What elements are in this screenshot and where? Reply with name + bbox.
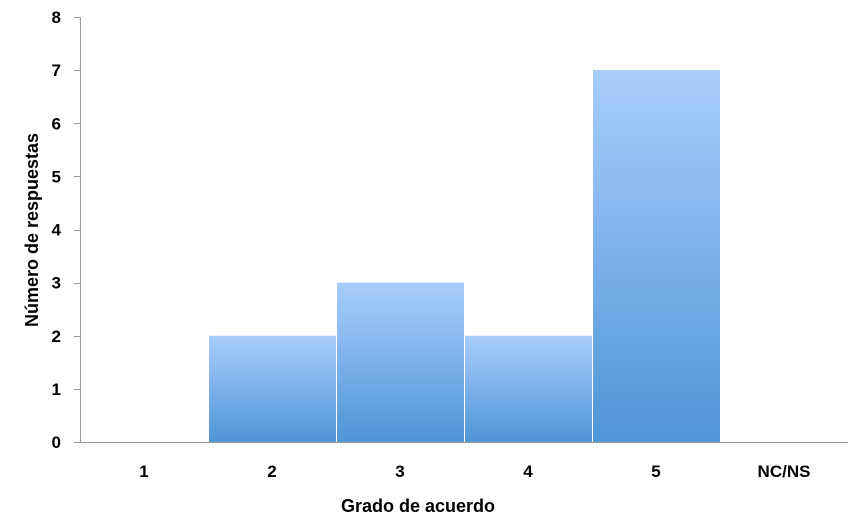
y-tick-label: 2 [52, 327, 61, 346]
x-tick-label: 4 [523, 462, 533, 481]
x-tick-label: NC/NS [758, 462, 811, 481]
bars-layer [209, 70, 720, 442]
x-tick-labels: 1 2 3 4 5 NC/NS [139, 462, 810, 481]
bar-5 [593, 70, 720, 442]
y-tick-label: 0 [52, 433, 61, 452]
bar-3 [337, 282, 464, 442]
y-tick-label: 7 [52, 61, 61, 80]
bar-2 [209, 335, 336, 442]
y-tick-label: 6 [52, 114, 61, 133]
y-tick-label: 1 [52, 380, 61, 399]
x-tick-label: 3 [395, 462, 404, 481]
y-tick-label: 3 [52, 274, 61, 293]
bar-4 [465, 335, 592, 442]
y-tick-label: 5 [52, 167, 61, 186]
y-tick-label: 4 [52, 221, 62, 240]
y-tick-labels: 0 1 2 3 4 5 6 7 8 [52, 8, 62, 452]
axes-layer [74, 17, 848, 443]
y-axis-title: Número de respuestas [22, 133, 42, 327]
x-tick-label: 2 [267, 462, 276, 481]
x-tick-label: 1 [139, 462, 148, 481]
y-tick-label: 8 [52, 8, 61, 27]
x-axis-title: Grado de acuerdo [341, 496, 495, 516]
x-tick-label: 5 [651, 462, 660, 481]
